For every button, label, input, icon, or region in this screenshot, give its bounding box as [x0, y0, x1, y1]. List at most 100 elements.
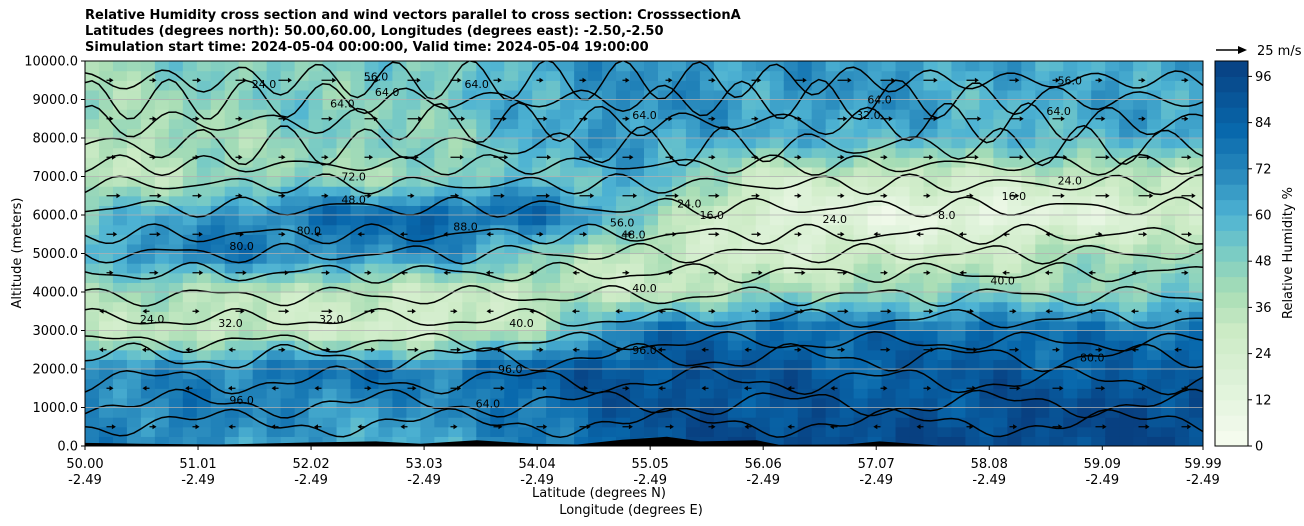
field-cell	[98, 234, 114, 245]
field-cell	[350, 70, 366, 81]
colorbar-tick-label: 24	[1255, 347, 1272, 362]
contour-label: 64.0	[867, 94, 892, 107]
field-cell	[154, 234, 170, 245]
wind-vector-head	[1058, 424, 1063, 430]
field-cell	[671, 417, 687, 428]
field-cell	[392, 253, 408, 264]
field-cell	[406, 359, 421, 370]
field-cell	[657, 301, 673, 312]
field-cell	[588, 176, 603, 187]
colorbar-segment	[1215, 61, 1248, 77]
field-cell	[504, 272, 519, 283]
wind-vector-head	[367, 385, 372, 391]
field-cell	[1133, 205, 1148, 216]
field-cell	[881, 224, 897, 235]
field-cell	[252, 118, 268, 129]
field-cell	[224, 224, 240, 235]
field-cell	[783, 234, 799, 245]
field-cell	[210, 128, 226, 139]
field-cell	[881, 147, 897, 158]
field-cell	[238, 301, 254, 312]
field-cell	[266, 234, 282, 245]
field-cell	[1119, 243, 1134, 255]
field-cell	[168, 369, 184, 380]
field-cell	[1063, 224, 1078, 235]
field-cell	[1091, 263, 1106, 274]
field-cell	[434, 378, 449, 389]
field-cell	[560, 417, 575, 428]
field-cell	[350, 80, 366, 91]
field-cell	[699, 301, 715, 312]
field-cell	[951, 292, 967, 303]
field-cell	[182, 176, 198, 187]
field-cell	[266, 80, 282, 91]
field-cell	[671, 272, 687, 283]
wind-vector-head	[583, 385, 588, 391]
field-cell	[755, 417, 771, 428]
field-cell	[644, 263, 659, 274]
field-cell	[699, 99, 715, 110]
field-cell	[280, 234, 296, 245]
field-cell	[280, 320, 296, 332]
wind-vector-head	[1141, 116, 1146, 122]
field-cell	[308, 234, 324, 245]
field-cell	[1147, 359, 1162, 370]
field-cell	[1175, 89, 1190, 101]
field-cell	[923, 205, 939, 216]
field-cell	[238, 186, 254, 197]
field-cell	[154, 224, 170, 235]
wind-vector-head	[324, 193, 329, 199]
field-cell	[909, 138, 925, 149]
field-cell	[364, 301, 380, 312]
field-cell	[154, 340, 170, 351]
y-tick-label: 6000.0	[33, 209, 79, 224]
field-cell	[140, 301, 156, 312]
wind-vector-head	[1187, 154, 1192, 160]
field-cell	[671, 320, 687, 332]
field-cell	[406, 224, 421, 235]
field-cell	[476, 176, 491, 187]
field-cell	[98, 436, 114, 446]
field-cell	[727, 378, 743, 389]
wind-vector-head	[375, 77, 380, 83]
field-cell	[112, 436, 128, 446]
field-cell	[630, 80, 645, 91]
field-cell	[1077, 436, 1092, 446]
field-cell	[825, 166, 841, 178]
field-cell	[657, 359, 673, 370]
field-cell	[182, 263, 198, 274]
field-cell	[937, 61, 953, 72]
field-cell	[825, 369, 841, 380]
field-cell	[112, 253, 128, 264]
field-cell	[574, 138, 589, 149]
field-cell	[378, 195, 394, 206]
field-cell	[699, 195, 715, 206]
field-cell	[182, 330, 198, 341]
field-cell	[895, 243, 911, 255]
field-cell	[741, 109, 757, 120]
field-cell	[504, 349, 519, 360]
field-cell	[196, 80, 212, 91]
field-cell	[350, 195, 366, 206]
field-cell	[420, 272, 435, 283]
field-cell	[588, 234, 603, 245]
field-cell	[406, 426, 421, 437]
field-cell	[1063, 340, 1078, 351]
field-cell	[364, 388, 380, 399]
field-cell	[1133, 282, 1148, 293]
field-cell	[769, 263, 785, 274]
field-cell	[168, 301, 184, 312]
field-cell	[825, 70, 841, 81]
field-cell	[811, 292, 827, 303]
field-cell	[490, 147, 505, 158]
field-cell	[783, 99, 799, 110]
field-cell	[364, 436, 380, 446]
field-cell	[630, 157, 645, 168]
wind-vector-head	[314, 424, 319, 430]
field-cell	[266, 426, 282, 437]
field-cell	[532, 243, 547, 255]
field-cell	[769, 311, 785, 322]
wind-vector-head	[755, 193, 760, 199]
wind-vector-head	[801, 270, 806, 276]
field-cell	[518, 426, 533, 437]
